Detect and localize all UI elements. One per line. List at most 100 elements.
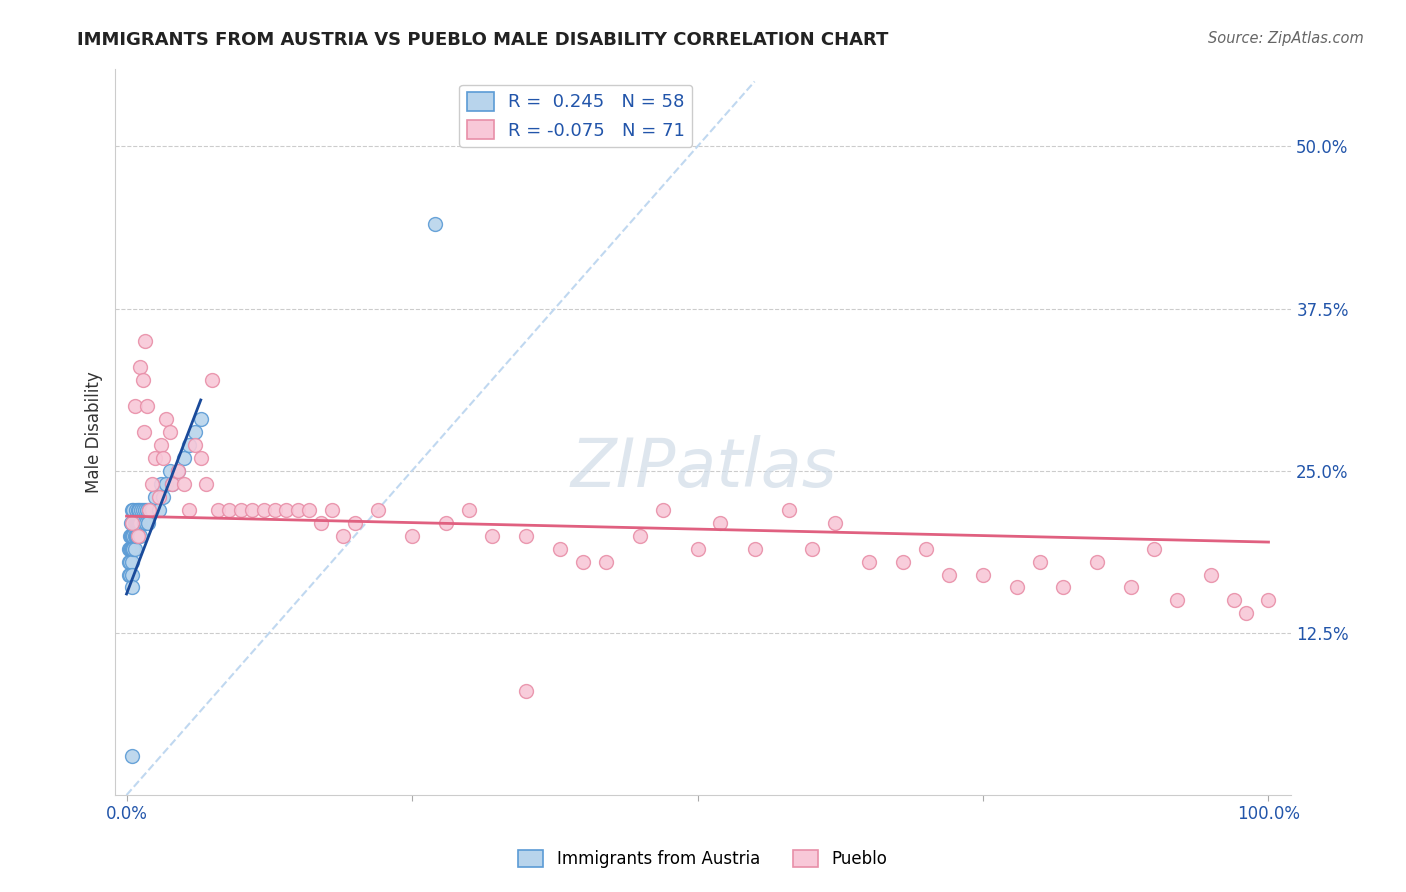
Point <box>121 502 143 516</box>
Point <box>125 528 148 542</box>
Point <box>118 555 141 569</box>
Point <box>134 334 156 348</box>
Point <box>800 541 823 556</box>
Point <box>201 373 224 387</box>
Point <box>124 528 146 542</box>
Point <box>252 502 274 516</box>
Point <box>173 450 195 465</box>
Point <box>423 217 446 231</box>
Point <box>179 502 201 516</box>
Point <box>127 502 149 516</box>
Point <box>572 555 595 569</box>
Point <box>287 502 309 516</box>
Point <box>134 502 156 516</box>
Point <box>120 528 142 542</box>
Point <box>401 528 423 542</box>
Point <box>129 359 152 374</box>
Point <box>129 516 152 530</box>
Point <box>132 516 155 530</box>
Point <box>744 541 766 556</box>
Point <box>125 516 148 530</box>
Point <box>118 567 141 582</box>
Point <box>121 516 143 530</box>
Point <box>122 502 145 516</box>
Point <box>124 541 146 556</box>
Point <box>152 450 174 465</box>
Point <box>124 502 146 516</box>
Point <box>122 541 145 556</box>
Point <box>118 541 141 556</box>
Text: ZIPatlas: ZIPatlas <box>569 435 837 501</box>
Point <box>124 516 146 530</box>
Point <box>160 476 183 491</box>
Point <box>121 528 143 542</box>
Legend: R =  0.245   N = 58, R = -0.075   N = 71: R = 0.245 N = 58, R = -0.075 N = 71 <box>460 85 692 147</box>
Point <box>138 502 160 516</box>
Point <box>121 516 143 530</box>
Point <box>121 555 143 569</box>
Point <box>1007 581 1029 595</box>
Point <box>120 516 142 530</box>
Point <box>159 425 181 439</box>
Point <box>159 464 181 478</box>
Point <box>481 528 503 542</box>
Point <box>343 516 366 530</box>
Point <box>138 502 160 516</box>
Point <box>124 528 146 542</box>
Point <box>155 476 177 491</box>
Point <box>195 476 218 491</box>
Point <box>709 516 731 530</box>
Point <box>1052 581 1074 595</box>
Point <box>1201 567 1223 582</box>
Point <box>136 516 159 530</box>
Point <box>229 502 252 516</box>
Point <box>276 502 298 516</box>
Point <box>1029 555 1052 569</box>
Point <box>1223 593 1246 607</box>
Point <box>124 516 146 530</box>
Point <box>309 516 332 530</box>
Point <box>129 528 152 542</box>
Point <box>515 528 537 542</box>
Point <box>155 412 177 426</box>
Point <box>179 438 201 452</box>
Point <box>135 516 157 530</box>
Point <box>121 541 143 556</box>
Point <box>240 502 263 516</box>
Point <box>118 555 141 569</box>
Point <box>127 528 149 542</box>
Point <box>160 476 183 491</box>
Point <box>1121 581 1143 595</box>
Point <box>938 567 960 582</box>
Point <box>915 541 938 556</box>
Point <box>434 516 457 530</box>
Point <box>628 528 651 542</box>
Point <box>367 502 389 516</box>
Point <box>136 399 159 413</box>
Point <box>131 502 153 516</box>
Point <box>149 438 172 452</box>
Point <box>458 502 481 516</box>
Point <box>122 528 145 542</box>
Point <box>139 502 162 516</box>
Point <box>264 502 287 516</box>
Point <box>891 555 914 569</box>
Point <box>121 581 143 595</box>
Point <box>120 541 142 556</box>
Point <box>515 684 537 698</box>
Text: IMMIGRANTS FROM AUSTRIA VS PUEBLO MALE DISABILITY CORRELATION CHART: IMMIGRANTS FROM AUSTRIA VS PUEBLO MALE D… <box>77 31 889 49</box>
Point <box>595 555 617 569</box>
Point <box>131 502 153 516</box>
Point <box>121 749 143 764</box>
Legend: Immigrants from Austria, Pueblo: Immigrants from Austria, Pueblo <box>512 843 894 875</box>
Point <box>652 502 675 516</box>
Point <box>1166 593 1188 607</box>
Point <box>1257 593 1279 607</box>
Point <box>141 502 163 516</box>
Point <box>184 438 207 452</box>
Point <box>686 541 709 556</box>
Point <box>218 502 240 516</box>
Point <box>143 450 166 465</box>
Point <box>118 541 141 556</box>
Point <box>128 502 150 516</box>
